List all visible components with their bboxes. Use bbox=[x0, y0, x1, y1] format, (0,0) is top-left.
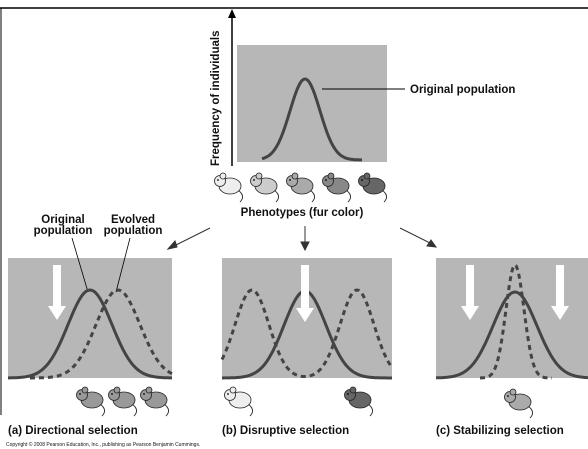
mouse-ear bbox=[510, 389, 516, 395]
mouse-eye bbox=[217, 179, 219, 181]
panel-label: (b) Disruptive selection bbox=[222, 425, 349, 437]
mouse-eye bbox=[289, 179, 291, 181]
mouse-tail bbox=[164, 404, 169, 416]
mouse-ear bbox=[256, 173, 262, 179]
mouse-tail bbox=[132, 404, 137, 416]
mouse-eye bbox=[361, 179, 363, 181]
mouse-ear bbox=[114, 387, 120, 393]
figure: Frequency of individuals Original popula… bbox=[0, 0, 588, 449]
y-axis-arrow bbox=[228, 9, 236, 18]
mouse-tail bbox=[528, 406, 533, 418]
mouse-ear bbox=[146, 387, 152, 393]
mouse-ear bbox=[292, 173, 298, 179]
mouse-eye bbox=[253, 179, 255, 181]
mouse-eye bbox=[227, 393, 229, 395]
panel-c bbox=[436, 258, 588, 378]
arrows bbox=[168, 226, 436, 250]
mouse-ear bbox=[230, 387, 236, 393]
mouse-ear bbox=[82, 387, 88, 393]
mouse-tail bbox=[346, 190, 351, 202]
panel-label: (a) Directional selection bbox=[8, 425, 138, 437]
mouse-eye bbox=[111, 393, 113, 395]
top-panel bbox=[237, 45, 387, 162]
mouse-tail bbox=[382, 190, 387, 202]
mouse-eye bbox=[143, 393, 145, 395]
panel-label: (c) Stabilizing selection bbox=[436, 425, 564, 437]
mouse-tail bbox=[310, 190, 315, 202]
mouse-ear bbox=[328, 173, 334, 179]
mouse-eye bbox=[79, 393, 81, 395]
curve-label: Original population bbox=[410, 84, 515, 96]
mouse-ear bbox=[220, 173, 226, 179]
panel-a bbox=[8, 258, 172, 378]
mouse-tail bbox=[248, 404, 253, 416]
mouse-tail bbox=[238, 190, 243, 202]
mouse-eye bbox=[325, 179, 327, 181]
mouse-eye bbox=[507, 395, 509, 397]
mouse-ear bbox=[364, 173, 370, 179]
mouse-tail bbox=[274, 190, 279, 202]
mouse-ear bbox=[350, 387, 356, 393]
mouse-eye bbox=[347, 393, 349, 395]
mouse-tail bbox=[368, 404, 373, 416]
mouse-tail bbox=[100, 404, 105, 416]
y-axis-label: Frequency of individuals bbox=[210, 31, 222, 166]
x-axis-label: Phenotypes (fur color) bbox=[241, 207, 364, 219]
copyright: Copyright © 2008 Pearson Education, Inc.… bbox=[6, 441, 200, 448]
